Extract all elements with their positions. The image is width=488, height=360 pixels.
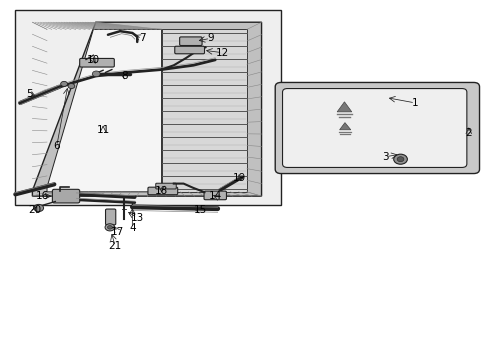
Circle shape bbox=[34, 204, 43, 212]
Text: 9: 9 bbox=[206, 33, 213, 43]
Text: 11: 11 bbox=[96, 125, 109, 135]
Text: 16: 16 bbox=[36, 191, 49, 201]
Text: 4: 4 bbox=[129, 224, 135, 233]
Circle shape bbox=[396, 157, 403, 162]
Text: 15: 15 bbox=[194, 206, 207, 216]
Text: 2: 2 bbox=[465, 129, 471, 138]
FancyBboxPatch shape bbox=[179, 37, 202, 45]
Text: 19: 19 bbox=[232, 173, 246, 183]
Circle shape bbox=[107, 226, 112, 229]
FancyBboxPatch shape bbox=[282, 89, 466, 167]
Text: 5: 5 bbox=[26, 89, 33, 99]
Bar bbox=[15, 10, 281, 205]
Text: 20: 20 bbox=[28, 206, 41, 216]
Text: 14: 14 bbox=[208, 191, 222, 201]
Circle shape bbox=[68, 84, 75, 89]
Text: 18: 18 bbox=[155, 186, 168, 196]
FancyBboxPatch shape bbox=[80, 58, 114, 67]
Text: 13: 13 bbox=[130, 213, 143, 222]
FancyBboxPatch shape bbox=[148, 187, 177, 195]
Text: 8: 8 bbox=[122, 71, 128, 81]
Text: 21: 21 bbox=[108, 241, 122, 251]
Text: 12: 12 bbox=[216, 48, 229, 58]
FancyBboxPatch shape bbox=[203, 191, 226, 200]
FancyBboxPatch shape bbox=[174, 46, 204, 54]
Polygon shape bbox=[339, 123, 350, 130]
Circle shape bbox=[105, 224, 115, 231]
Polygon shape bbox=[336, 102, 351, 112]
FancyBboxPatch shape bbox=[275, 82, 479, 174]
Circle shape bbox=[61, 81, 67, 86]
Text: 3: 3 bbox=[382, 152, 388, 162]
Polygon shape bbox=[161, 30, 246, 192]
FancyBboxPatch shape bbox=[156, 183, 176, 189]
Circle shape bbox=[92, 71, 100, 77]
Polygon shape bbox=[47, 30, 161, 192]
FancyBboxPatch shape bbox=[52, 189, 80, 203]
Circle shape bbox=[393, 154, 407, 164]
Text: 7: 7 bbox=[139, 33, 145, 43]
Polygon shape bbox=[32, 22, 261, 196]
Text: 1: 1 bbox=[411, 98, 418, 108]
FancyBboxPatch shape bbox=[105, 209, 116, 225]
Text: 17: 17 bbox=[111, 227, 124, 237]
Text: 6: 6 bbox=[53, 141, 60, 151]
Text: 10: 10 bbox=[86, 55, 100, 65]
